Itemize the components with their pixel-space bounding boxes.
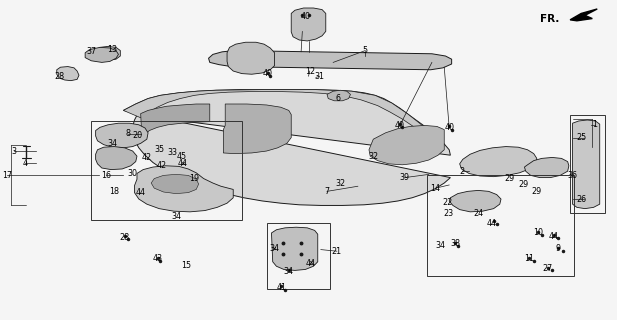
Text: 13: 13 [107, 45, 117, 54]
Text: 38: 38 [450, 239, 460, 248]
Polygon shape [123, 90, 450, 205]
Text: 4: 4 [22, 159, 27, 168]
Text: 36: 36 [568, 171, 578, 180]
Text: 44: 44 [486, 219, 496, 228]
Bar [267, 223, 330, 289]
Polygon shape [291, 8, 326, 41]
Text: 44: 44 [306, 259, 316, 268]
Polygon shape [96, 46, 120, 60]
Text: 25: 25 [576, 133, 586, 142]
Text: 29: 29 [532, 187, 542, 196]
Text: 10: 10 [533, 228, 543, 237]
Text: FR.: FR. [540, 13, 559, 24]
Polygon shape [369, 125, 444, 165]
Text: 29: 29 [518, 180, 528, 189]
Text: 2: 2 [459, 167, 464, 176]
Polygon shape [570, 9, 597, 21]
Text: 39: 39 [400, 173, 410, 182]
Text: 40: 40 [395, 121, 405, 130]
Text: 24: 24 [474, 209, 484, 218]
Text: 14: 14 [431, 184, 441, 193]
Text: 35: 35 [154, 145, 164, 154]
Polygon shape [573, 120, 600, 209]
Text: 40: 40 [444, 123, 454, 132]
Polygon shape [85, 47, 118, 62]
Text: 23: 23 [443, 209, 453, 218]
Text: 40: 40 [263, 69, 273, 78]
Text: 8: 8 [126, 129, 131, 138]
Text: 5: 5 [363, 46, 368, 55]
Text: 17: 17 [2, 171, 12, 180]
Text: 32: 32 [336, 179, 346, 188]
Polygon shape [96, 123, 148, 148]
Text: 9: 9 [556, 244, 561, 253]
Bar [570, 115, 605, 213]
Text: 42: 42 [142, 153, 152, 162]
Text: 7: 7 [325, 187, 329, 196]
Text: 41: 41 [276, 283, 286, 292]
Text: 31: 31 [315, 72, 325, 81]
Polygon shape [96, 147, 137, 170]
Text: 43: 43 [153, 254, 163, 263]
Polygon shape [223, 104, 291, 154]
Text: 11: 11 [524, 254, 534, 263]
Text: 44: 44 [136, 188, 146, 197]
Text: 30: 30 [128, 169, 138, 178]
Text: 6: 6 [336, 94, 341, 103]
Text: 28: 28 [120, 233, 130, 242]
Text: 18: 18 [109, 187, 119, 196]
Text: 34: 34 [107, 139, 117, 148]
Text: 42: 42 [157, 161, 167, 170]
Polygon shape [524, 157, 569, 178]
Text: 19: 19 [189, 174, 199, 183]
Text: 34: 34 [172, 212, 181, 221]
Text: 15: 15 [181, 261, 191, 270]
Text: 44: 44 [178, 159, 188, 168]
Polygon shape [135, 166, 233, 212]
Text: 27: 27 [543, 264, 553, 273]
Text: 28: 28 [54, 72, 64, 81]
Text: 40: 40 [301, 12, 311, 21]
Polygon shape [227, 42, 275, 74]
Polygon shape [57, 67, 79, 81]
Text: 45: 45 [177, 152, 187, 161]
Polygon shape [123, 90, 438, 139]
Text: 1: 1 [592, 120, 597, 129]
Bar [427, 175, 574, 276]
Polygon shape [141, 104, 210, 139]
Text: 12: 12 [305, 67, 315, 76]
Text: 3: 3 [11, 147, 16, 156]
Polygon shape [271, 227, 318, 270]
Text: 21: 21 [332, 247, 342, 256]
Polygon shape [449, 190, 501, 212]
Text: 20: 20 [132, 131, 142, 140]
Polygon shape [209, 51, 452, 70]
Polygon shape [151, 174, 199, 194]
Bar [91, 121, 242, 220]
Polygon shape [460, 147, 537, 177]
Text: 34: 34 [284, 267, 294, 276]
Text: 22: 22 [443, 198, 453, 207]
Text: 37: 37 [86, 47, 96, 56]
Text: 29: 29 [505, 174, 515, 183]
Text: 44: 44 [549, 232, 559, 241]
Text: 34: 34 [436, 241, 445, 250]
Text: 26: 26 [576, 195, 586, 204]
Text: 34: 34 [269, 244, 279, 253]
Text: 33: 33 [168, 148, 178, 157]
Text: 16: 16 [101, 171, 111, 180]
Polygon shape [327, 90, 350, 101]
Text: 32: 32 [369, 152, 379, 161]
